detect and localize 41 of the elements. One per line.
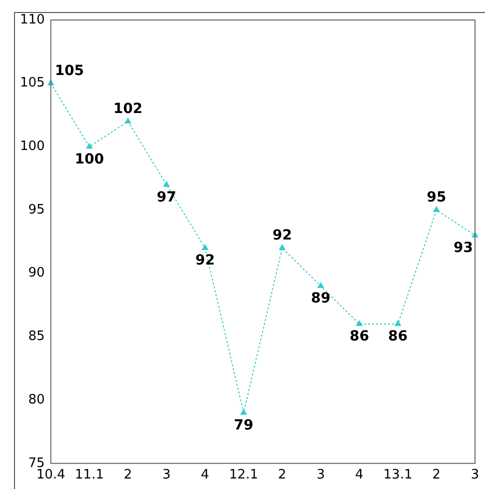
- data-label: 86: [350, 328, 370, 345]
- x-tick-label: 2: [278, 468, 286, 483]
- y-tick-label: 100: [20, 139, 45, 154]
- data-label: 92: [195, 252, 215, 269]
- data-label: 86: [388, 328, 408, 345]
- x-tick-label: 3: [316, 468, 325, 483]
- point: [202, 244, 208, 250]
- point: [433, 206, 440, 212]
- x-tick-label: 2: [432, 468, 441, 483]
- point: [163, 181, 170, 187]
- y-tick-label: 90: [28, 266, 45, 281]
- x-tick-label: 3: [162, 468, 171, 483]
- data-label: 102: [113, 100, 143, 117]
- x-tick-label: 4: [200, 468, 210, 483]
- x-tick-label: 4: [355, 468, 364, 483]
- y-tick-label: 85: [28, 329, 45, 344]
- x-tick-label: 3: [470, 468, 480, 483]
- x-tick-label: 13.1: [383, 468, 412, 483]
- data-label: 92: [272, 228, 292, 244]
- data-label: 79: [234, 417, 254, 434]
- point: [124, 118, 132, 124]
- data-label: 95: [426, 190, 446, 206]
- x-tick-label: 2: [124, 468, 132, 483]
- point: [356, 320, 362, 326]
- x-tick-label: 11.1: [74, 468, 104, 483]
- y-tick-label: 80: [28, 392, 45, 408]
- data-label: 105: [54, 62, 84, 79]
- y-tick-label: 105: [20, 76, 45, 91]
- y-tick-label: 110: [20, 12, 45, 28]
- x-tick-label: 10.4: [36, 468, 66, 483]
- data-label: 93: [454, 240, 473, 256]
- x-tick-label: 12.1: [229, 468, 258, 483]
- data-label: 100: [74, 151, 104, 168]
- point: [86, 143, 92, 149]
- data-label: 97: [156, 189, 176, 206]
- point: [394, 320, 401, 326]
- point: [279, 244, 286, 250]
- point: [318, 282, 324, 288]
- point: [240, 409, 247, 415]
- data-label: 89: [311, 290, 330, 307]
- y-tick-label: 95: [28, 202, 45, 218]
